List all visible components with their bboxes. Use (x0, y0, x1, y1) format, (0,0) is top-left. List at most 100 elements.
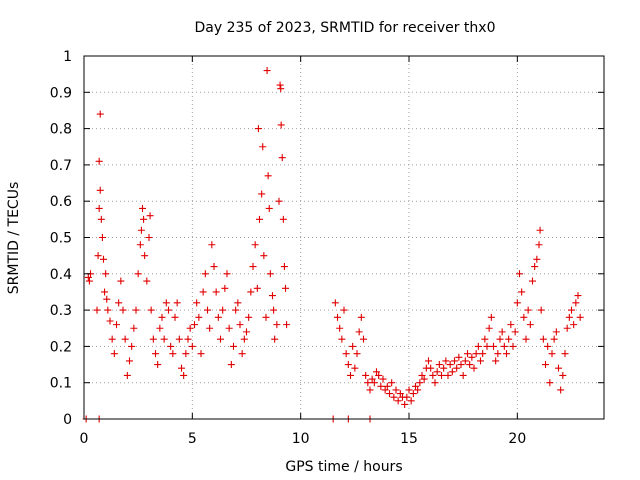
data-point (539, 335, 547, 343)
data-point (276, 81, 284, 89)
data-point (186, 324, 194, 332)
data-point (173, 299, 181, 307)
data-point (227, 361, 235, 369)
data-point (178, 364, 185, 372)
data-point (201, 270, 209, 278)
data-point (132, 306, 140, 314)
data-point (552, 328, 560, 336)
data-point (516, 270, 523, 278)
data-point (568, 306, 575, 314)
data-point (572, 299, 580, 307)
data-point (416, 379, 424, 387)
data-point (266, 270, 274, 278)
data-point (349, 342, 357, 350)
data-point (353, 350, 361, 358)
data-point (440, 364, 448, 372)
y-tick-label: 0.2 (50, 339, 72, 355)
data-point (100, 255, 107, 263)
data-point (470, 364, 478, 372)
data-point (130, 324, 138, 332)
data-point (557, 386, 565, 394)
y-tick-label: 0.4 (50, 267, 72, 283)
data-point (264, 172, 272, 180)
data-point (409, 390, 417, 398)
data-point (123, 371, 131, 379)
data-point (95, 204, 103, 212)
data-point (270, 306, 278, 314)
data-point (570, 321, 578, 329)
data-point (360, 335, 367, 343)
data-point (529, 277, 536, 285)
data-point (236, 321, 244, 329)
data-point (459, 371, 467, 379)
data-point (373, 368, 380, 376)
data-point (275, 197, 283, 205)
data-point (243, 328, 250, 336)
data-point (494, 350, 502, 358)
data-point (355, 328, 363, 336)
y-tick-label: 0.7 (50, 158, 72, 174)
x-tick-labels: 0 5 10 15 20 (80, 431, 527, 447)
data-point (461, 357, 469, 365)
data-point (193, 299, 201, 307)
data-point (115, 299, 123, 307)
data-point (531, 263, 539, 271)
data-point (362, 371, 370, 379)
data-point (351, 364, 359, 372)
data-point (446, 361, 454, 369)
data-point (134, 270, 142, 278)
data-point (260, 252, 268, 260)
y-tick-label: 0.6 (50, 194, 72, 210)
data-point (254, 125, 262, 133)
data-point (117, 277, 125, 285)
data-point (139, 204, 146, 212)
data-point (279, 215, 287, 223)
data-point (544, 342, 552, 350)
data-point (108, 335, 116, 343)
data-point (182, 350, 190, 358)
x-tick-label: 10 (292, 431, 310, 447)
y-tick-labels: 0 0.1 0.2 0.3 0.4 0.5 0.6 0.7 0.8 0.9 1 (50, 49, 72, 428)
data-point (466, 361, 474, 369)
data-point (390, 393, 398, 401)
data-point (104, 306, 112, 314)
y-tick-label: 0.3 (50, 303, 72, 319)
data-point (435, 361, 443, 369)
data-point (214, 313, 222, 321)
x-tick-label: 0 (80, 431, 89, 447)
data-point (128, 342, 136, 350)
data-point (509, 342, 517, 350)
data-point (537, 306, 545, 314)
data-point (533, 255, 541, 263)
data-point (513, 299, 521, 307)
data-point (518, 288, 526, 296)
data-point (84, 273, 92, 281)
data-point (269, 292, 276, 300)
data-point (85, 277, 93, 285)
data-point (171, 313, 179, 321)
y-tick-label: 0 (63, 412, 72, 428)
data-point (245, 313, 253, 321)
data-point (188, 342, 196, 350)
data-point (442, 357, 450, 365)
data-point (520, 313, 528, 321)
data-point (336, 324, 344, 332)
data-point (265, 204, 273, 212)
data-point (468, 353, 476, 361)
data-point (93, 306, 101, 314)
data-point (169, 350, 177, 358)
data-point (259, 143, 267, 151)
data-point (479, 350, 487, 358)
data-point (383, 382, 391, 390)
data-point (492, 357, 500, 365)
data-point (505, 335, 513, 343)
data-point (414, 386, 422, 394)
data-point (262, 313, 270, 321)
data-point (154, 361, 162, 369)
data-point (507, 321, 515, 329)
data-point (405, 386, 413, 394)
data-point (477, 357, 484, 365)
data-point (524, 306, 532, 314)
data-point (97, 215, 105, 223)
data-point (146, 212, 154, 220)
